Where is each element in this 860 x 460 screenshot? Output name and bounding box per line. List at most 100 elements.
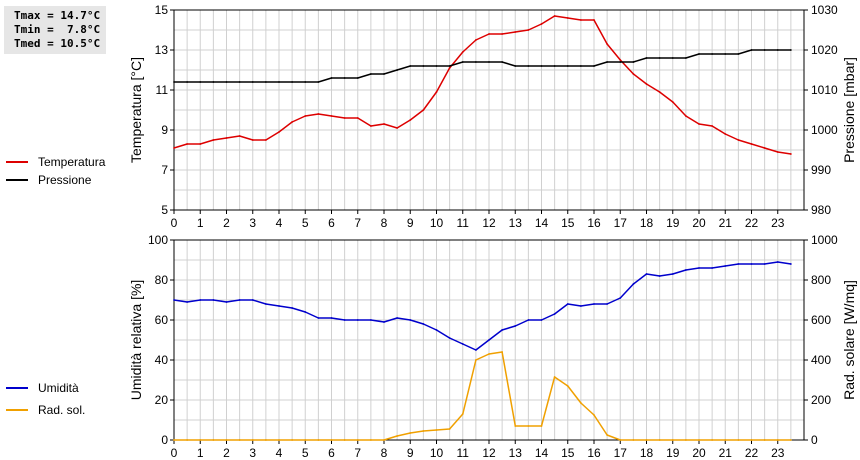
series-line-pressione: [174, 49, 791, 83]
data-point-umidit: [593, 303, 595, 305]
data-point-pressione: [317, 81, 320, 83]
data-point-rad-sol: [173, 439, 175, 441]
data-point-rad-sol: [238, 439, 241, 441]
data-point-umidit: [212, 299, 215, 301]
x-tick-label: 19: [666, 446, 680, 460]
x-tick-label: 11: [457, 216, 470, 230]
y-right-tick-label: 990: [811, 163, 831, 177]
y-left-tick-label: 13: [155, 43, 169, 57]
x-tick-label: 3: [249, 446, 256, 460]
data-point-rad-sol: [435, 429, 438, 431]
x-tick-label: 19: [666, 216, 680, 230]
x-tick-label: 16: [587, 446, 601, 460]
data-point-umidit: [501, 329, 504, 331]
data-point-rad-sol: [645, 439, 648, 441]
data-point-temperatura: [750, 143, 753, 145]
data-point-rad-sol: [671, 439, 674, 441]
data-point-temperatura: [671, 101, 674, 103]
data-point-pressione: [291, 81, 294, 83]
data-point-pressione: [396, 69, 399, 71]
data-point-rad-sol: [343, 439, 346, 441]
data-point-rad-sol: [448, 428, 451, 430]
data-point-temperatura: [212, 139, 215, 141]
y-left-tick-label: 7: [161, 163, 168, 177]
x-tick-label: 9: [407, 216, 414, 230]
tmin-stat: Tmin = 7.8°C: [14, 23, 101, 36]
data-point-temperatura: [225, 137, 228, 139]
y-right-tick-label: 1030: [811, 3, 838, 17]
data-point-umidit: [435, 329, 438, 331]
y-right-tick-label: 0: [811, 433, 818, 447]
data-point-umidit: [369, 319, 372, 321]
data-point-pressione: [645, 57, 648, 59]
data-point-rad-sol: [789, 439, 792, 441]
data-point-temperatura: [474, 39, 477, 41]
data-point-pressione: [501, 61, 504, 63]
data-point-umidit: [461, 343, 464, 345]
data-point-temperatura: [409, 119, 412, 121]
y-left-tick-label: 40: [155, 353, 169, 367]
data-point-temperatura: [789, 153, 792, 155]
tmax-stat: Tmax = 14.7°C: [14, 9, 101, 22]
data-point-pressione: [763, 49, 766, 51]
data-point-umidit: [383, 321, 385, 323]
data-point-pressione: [356, 77, 359, 79]
data-point-pressione: [343, 77, 346, 79]
data-point-temperatura: [527, 29, 530, 31]
data-point-umidit: [409, 319, 412, 321]
x-tick-label: 4: [276, 446, 283, 460]
x-tick-label: 17: [614, 216, 628, 230]
y-right-axis-title: Pressione [mbar]: [841, 57, 857, 163]
data-point-umidit: [474, 349, 477, 351]
data-point-rad-sol: [619, 439, 622, 441]
x-tick-label: 20: [692, 446, 706, 460]
data-point-rad-sol: [278, 439, 280, 441]
data-point-rad-sol: [251, 439, 254, 441]
x-tick-label: 12: [482, 216, 496, 230]
data-point-umidit: [632, 283, 635, 285]
data-point-pressione: [422, 65, 425, 67]
x-tick-label: 14: [535, 216, 549, 230]
data-point-temperatura: [553, 15, 556, 17]
data-point-temperatura: [238, 135, 241, 137]
data-point-temperatura: [632, 73, 635, 75]
data-point-temperatura: [645, 83, 648, 85]
data-point-rad-sol: [684, 439, 687, 441]
data-point-pressione: [278, 81, 280, 83]
data-point-pressione: [658, 57, 661, 59]
data-point-temperatura: [593, 19, 595, 21]
data-point-pressione: [606, 61, 609, 63]
x-tick-label: 1: [197, 446, 204, 460]
data-point-umidit: [186, 301, 189, 303]
data-point-rad-sol: [514, 425, 517, 427]
legend-pressure-swatch: [6, 179, 28, 181]
data-point-pressione: [173, 81, 175, 83]
x-tick-label: 6: [328, 216, 335, 230]
x-tick-label: 9: [407, 446, 414, 460]
data-point-rad-sol: [527, 425, 530, 427]
data-point-pressione: [461, 61, 464, 63]
data-point-rad-sol: [396, 435, 399, 437]
x-tick-label: 11: [457, 446, 470, 460]
data-point-pressione: [212, 81, 215, 83]
data-point-temperatura: [514, 31, 517, 33]
data-point-rad-sol: [750, 439, 753, 441]
data-point-pressione: [776, 49, 779, 51]
data-point-pressione: [369, 73, 372, 75]
y-left-tick-label: 60: [155, 313, 169, 327]
data-point-umidit: [173, 299, 175, 301]
data-point-rad-sol: [422, 430, 425, 432]
data-point-rad-sol: [199, 439, 202, 441]
y-left-axis-title: Temperatura [°C]: [128, 57, 144, 163]
data-point-temperatura: [776, 151, 779, 153]
tmed-stat: Tmed = 10.5°C: [14, 37, 101, 50]
x-tick-label: 22: [745, 216, 759, 230]
data-point-temperatura: [369, 125, 372, 127]
x-tick-label: 10: [430, 216, 444, 230]
data-point-umidit: [356, 319, 359, 321]
x-tick-label: 18: [640, 216, 654, 230]
x-tick-label: 23: [771, 216, 785, 230]
data-point-rad-sol: [356, 439, 359, 441]
